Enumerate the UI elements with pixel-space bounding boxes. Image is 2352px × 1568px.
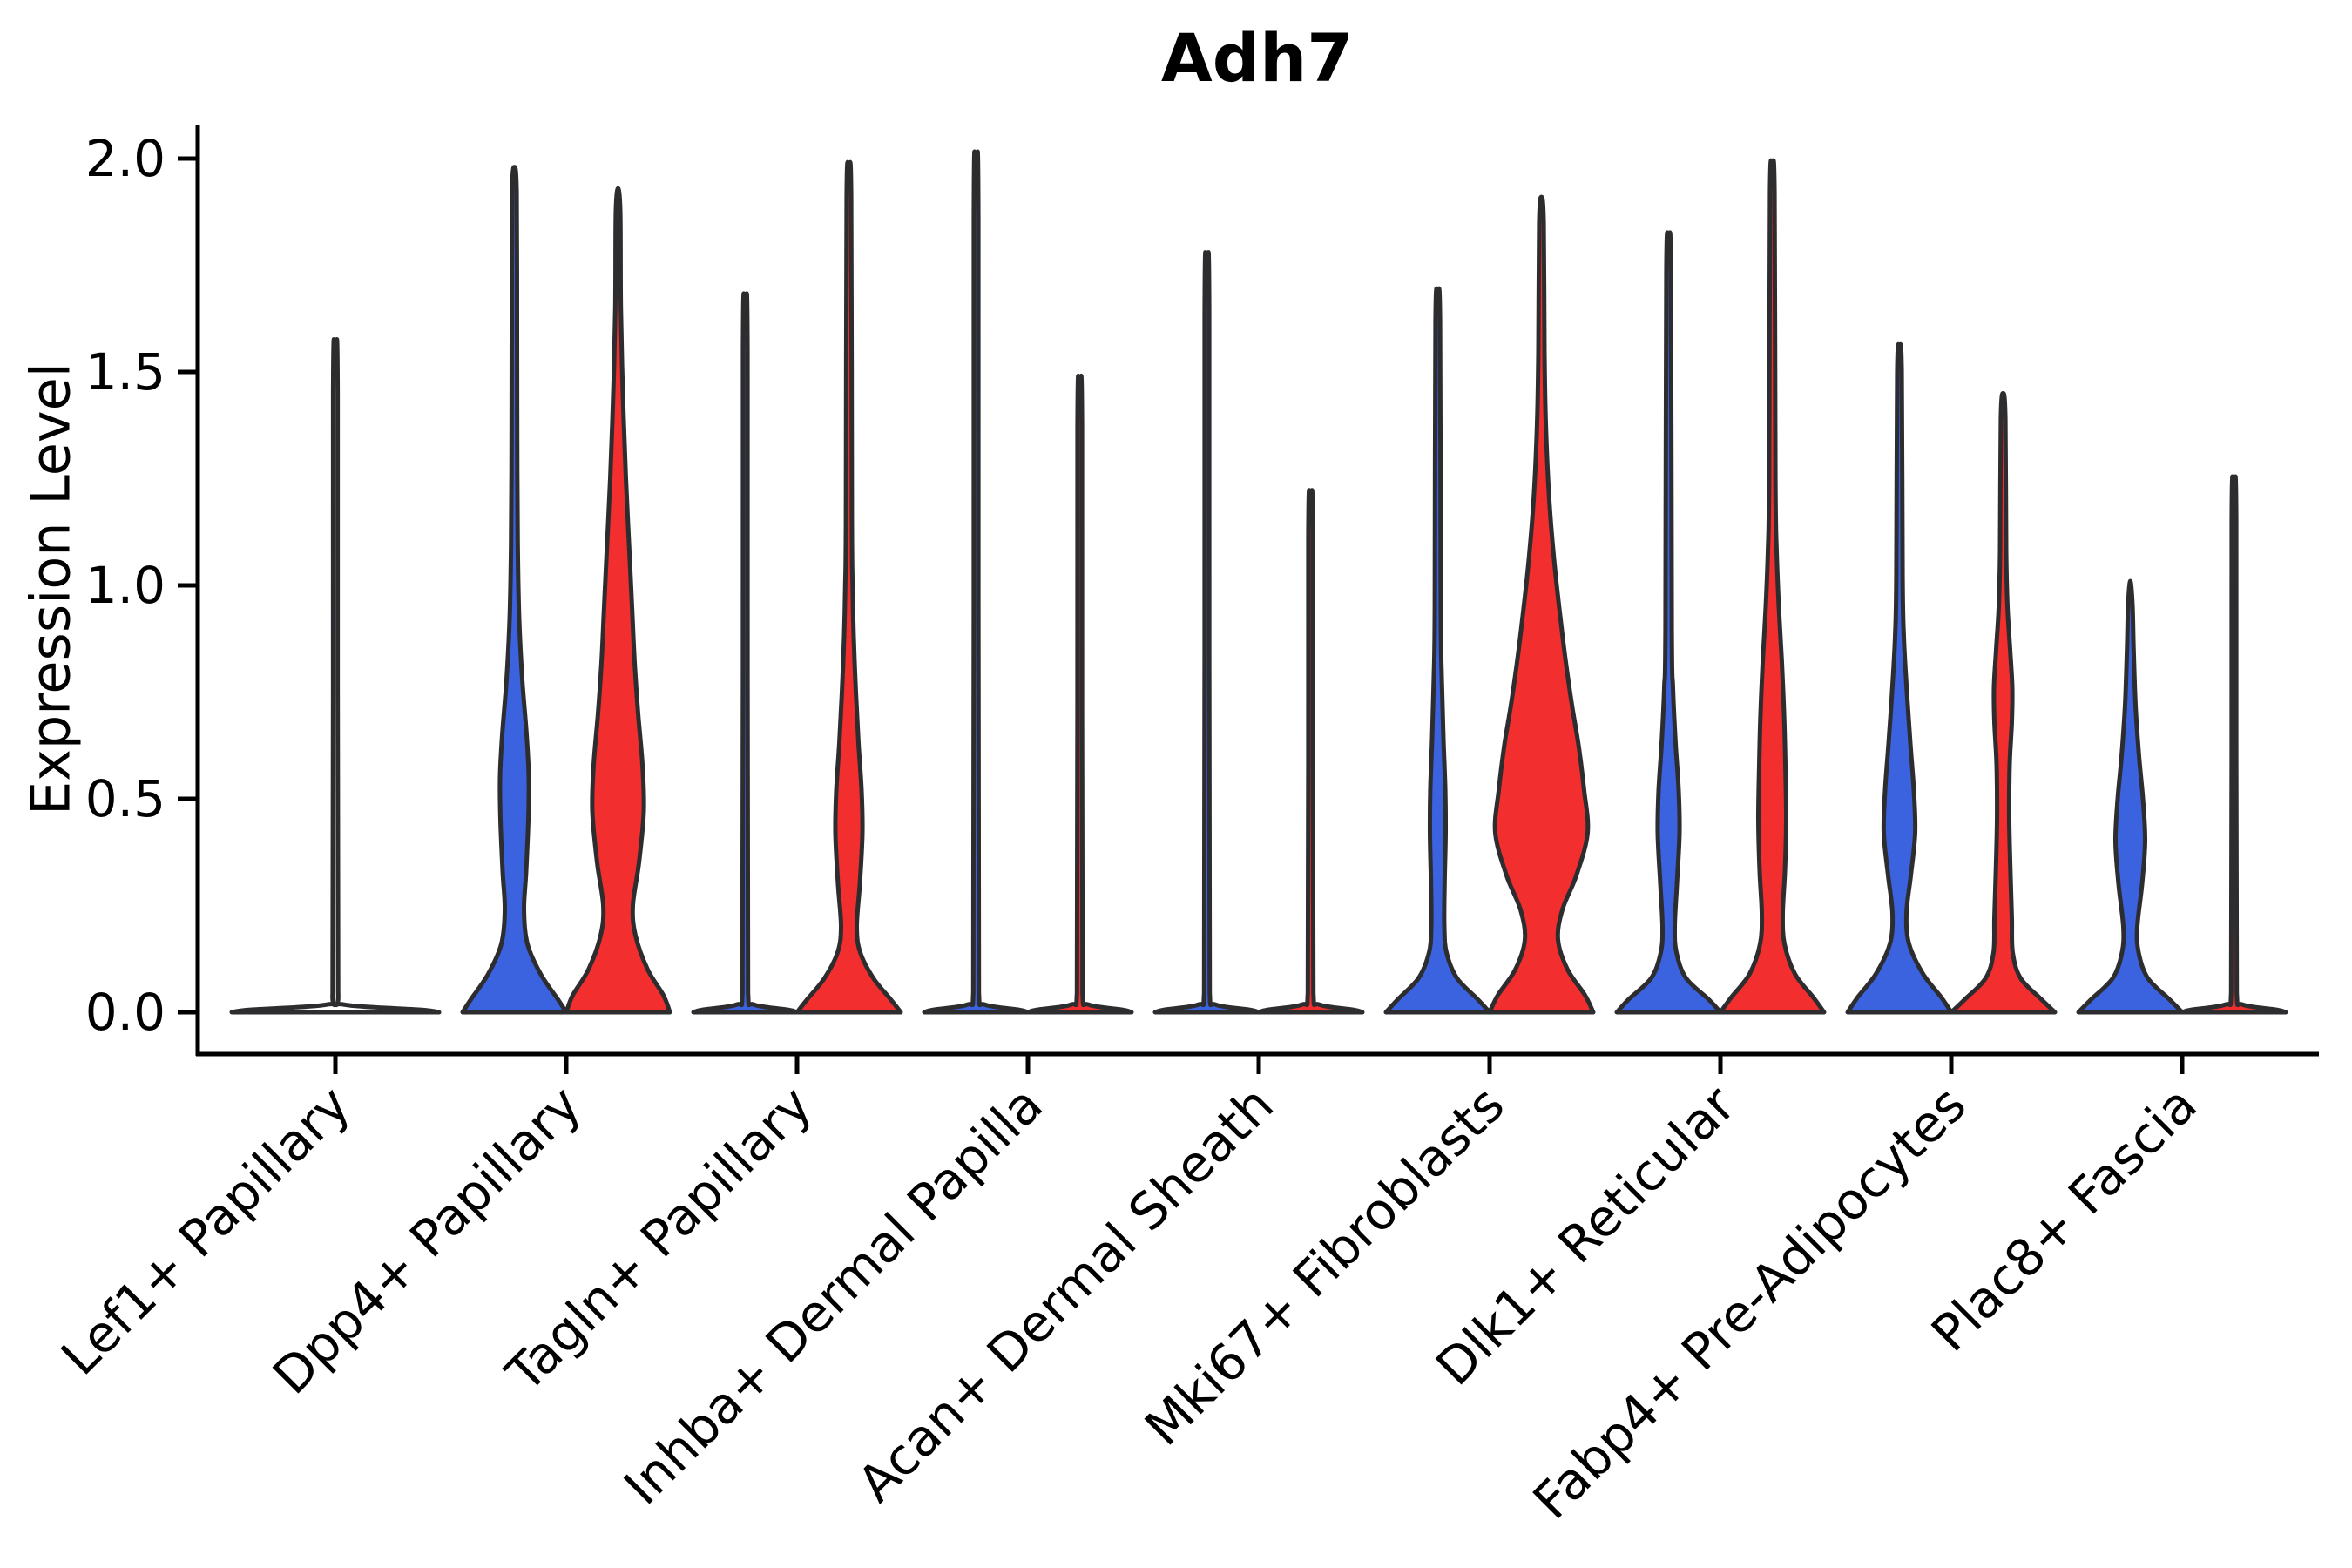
y-tick-label-1.0: 1.0	[85, 556, 166, 615]
violin-fabp4-pre-adipocytes-left	[1845, 341, 1954, 1015]
violin-inhba-dermal-papilla-left	[922, 149, 1031, 1015]
figure-title: Adh7	[1160, 19, 1354, 97]
violin-acan-dermal-sheath-right	[1256, 488, 1365, 1015]
x-tick-label-acan-dermal-sheath: Acan+ Dermal Sheath	[846, 1075, 1284, 1513]
x-tick-label-inhba-dermal-papilla: Inhba+ Dermal Papilla	[612, 1075, 1054, 1517]
y-tick-label-0.5: 0.5	[85, 769, 166, 828]
violin-fabp4-pre-adipocytes-right	[1949, 390, 2058, 1015]
violin-tagln-papillary-right	[794, 159, 903, 1015]
violin-plac8-fascia-right	[2180, 474, 2288, 1015]
violin-dpp4-papillary-right	[564, 186, 672, 1015]
y-axis-label: Expression Level	[18, 362, 83, 815]
x-tick-label-fabp4-pre-adipocytes: Fabp4+ Pre-Adipocytes	[1522, 1075, 1977, 1531]
y-tick-label-2.0: 2.0	[85, 129, 166, 188]
violin-dlk1-reticular-right	[1718, 158, 1827, 1015]
violin-acan-dermal-sheath-left	[1152, 250, 1261, 1015]
violin-plac8-fascia-left	[2076, 578, 2185, 1015]
violin-tagln-papillary-left	[691, 291, 800, 1015]
violin-dpp4-papillary-left	[460, 165, 569, 1015]
y-tick-label-1.5: 1.5	[85, 342, 166, 402]
violin-dlk1-reticular-left	[1614, 230, 1723, 1015]
violin-mki67-fibroblasts-right	[1487, 194, 1596, 1015]
violin-mki67-fibroblasts-left	[1383, 286, 1492, 1015]
violin-inhba-dermal-papilla-right	[1025, 373, 1134, 1015]
y-tick-label-0.0: 0.0	[85, 983, 166, 1042]
violin-lef1-papillary-full	[229, 336, 442, 1015]
